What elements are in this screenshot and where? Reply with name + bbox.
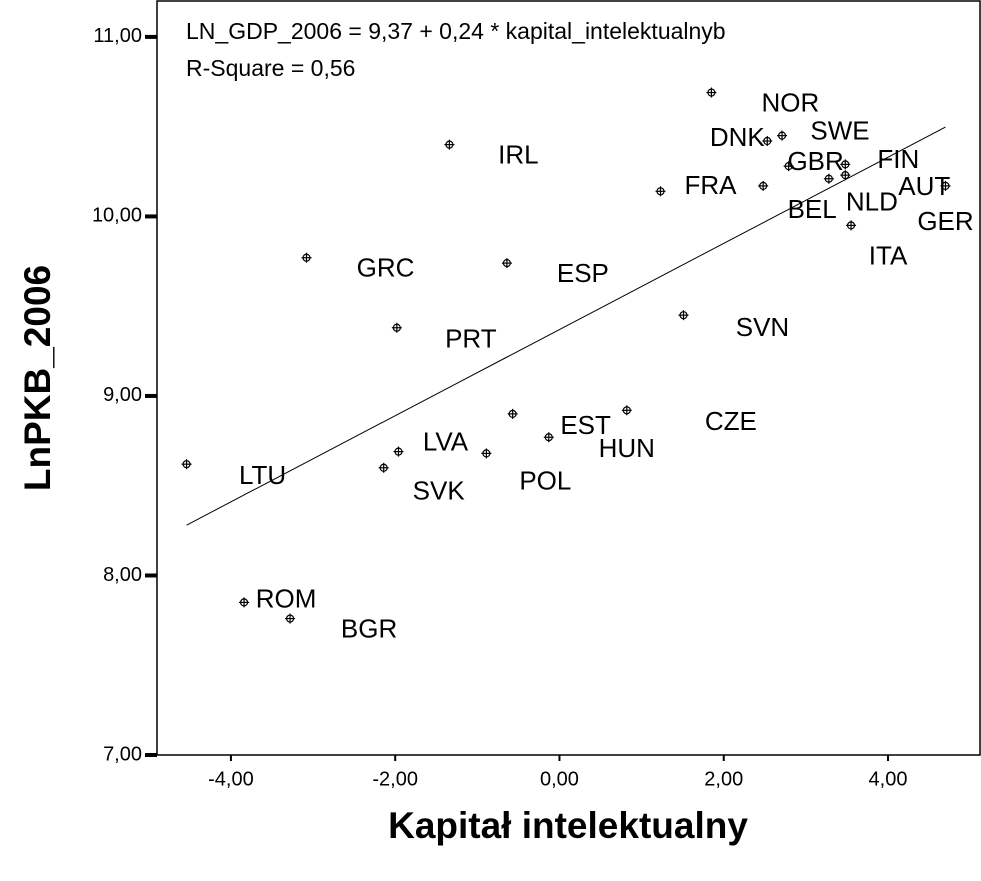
point	[444, 139, 455, 150]
point	[678, 310, 689, 321]
point	[783, 161, 794, 172]
point-label: FRA	[684, 170, 737, 200]
point	[706, 87, 717, 98]
y-axis-title: LnPKB_2006	[17, 265, 58, 491]
point-label: POL	[519, 465, 571, 495]
point	[393, 446, 404, 457]
point-label: ROM	[256, 583, 317, 613]
point	[762, 136, 773, 147]
plot-frame	[156, 0, 981, 756]
point-label: LTU	[239, 460, 286, 490]
point-label: NOR	[762, 87, 820, 117]
point	[301, 252, 312, 263]
point	[507, 408, 518, 419]
point-label: EST	[560, 410, 611, 440]
point-label: GRC	[357, 253, 415, 283]
point-label: NLD	[846, 187, 898, 217]
point-label: LVA	[423, 426, 469, 456]
point-label: SVN	[736, 312, 789, 342]
x-tick-label: 2,00	[704, 768, 743, 790]
point-label: BEL	[788, 194, 837, 224]
r-square: R-Square = 0,56	[186, 55, 355, 81]
point	[823, 173, 834, 184]
equation: LN_GDP_2006 = 9,37 + 0,24 * kapital_inte…	[186, 18, 726, 44]
point	[543, 432, 554, 443]
y-tick-label: 9,00	[103, 384, 142, 406]
x-tick-label: 0,00	[540, 768, 579, 790]
point-label: SVK	[413, 476, 466, 506]
point-label: IRL	[498, 139, 538, 169]
point	[285, 613, 296, 624]
x-tick-label: -4,00	[208, 768, 254, 790]
point	[501, 258, 512, 269]
x-tick-label: -2,00	[372, 768, 418, 790]
y-tick-label: 10,00	[92, 205, 142, 227]
point	[840, 170, 851, 181]
point-label: PRT	[445, 324, 497, 354]
y-tick-label: 8,00	[103, 564, 142, 586]
point	[758, 180, 769, 191]
y-tick-label: 11,00	[93, 25, 142, 47]
point-label: GBR	[787, 146, 843, 176]
point	[846, 220, 857, 231]
point-label: GER	[917, 206, 973, 236]
point-label: HUN	[599, 433, 655, 463]
point	[391, 322, 402, 333]
x-axis-title: Kapitał intelektualny	[388, 805, 748, 846]
point-label: ESP	[557, 258, 609, 288]
point	[481, 448, 492, 459]
point	[181, 459, 192, 470]
point	[840, 159, 851, 170]
point	[777, 130, 788, 141]
fit-line	[186, 126, 946, 526]
point	[378, 462, 389, 473]
point	[655, 186, 666, 197]
point-label: DNK	[710, 122, 766, 152]
x-tick-label: 4,00	[869, 768, 908, 790]
point-label: CZE	[705, 406, 757, 436]
point	[621, 405, 632, 416]
point	[239, 597, 250, 608]
point-label: BGR	[341, 613, 397, 643]
point-label: FIN	[877, 144, 919, 174]
point-label: SWE	[810, 116, 869, 146]
y-tick-label: 7,00	[103, 743, 142, 765]
point	[940, 180, 951, 191]
point-label: ITA	[869, 240, 908, 270]
